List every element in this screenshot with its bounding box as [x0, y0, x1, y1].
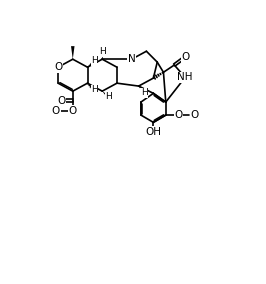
- Polygon shape: [139, 86, 145, 93]
- Polygon shape: [102, 91, 109, 98]
- Text: O: O: [57, 96, 65, 106]
- Text: O: O: [181, 52, 189, 62]
- Text: O: O: [52, 106, 60, 116]
- Text: OH: OH: [146, 127, 161, 137]
- Text: H: H: [91, 56, 98, 65]
- Text: O: O: [69, 106, 77, 116]
- Text: H: H: [105, 93, 112, 101]
- Text: O: O: [190, 110, 198, 120]
- Polygon shape: [102, 52, 105, 59]
- Text: NH: NH: [177, 72, 193, 82]
- Text: O: O: [174, 110, 182, 120]
- Text: O: O: [54, 62, 62, 72]
- Text: H: H: [91, 85, 98, 94]
- Text: H: H: [141, 88, 147, 97]
- Polygon shape: [88, 60, 95, 67]
- Polygon shape: [71, 46, 74, 59]
- Text: N: N: [128, 54, 136, 64]
- Text: H: H: [100, 47, 106, 57]
